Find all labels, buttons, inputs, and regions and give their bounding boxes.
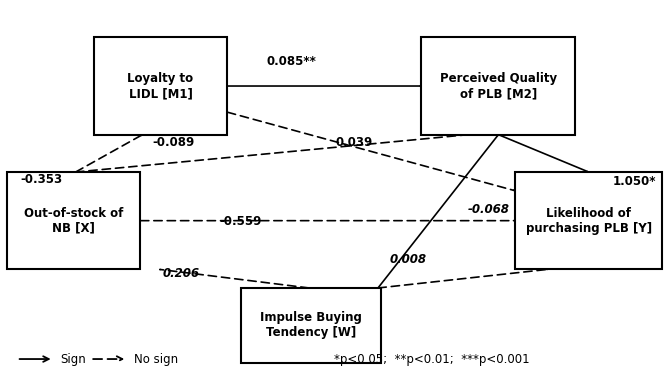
Text: 0.085**: 0.085** bbox=[266, 55, 316, 68]
FancyArrowPatch shape bbox=[76, 135, 141, 172]
Text: -0.559: -0.559 bbox=[219, 215, 262, 228]
Text: Sign: Sign bbox=[60, 353, 86, 365]
Text: -0.353: -0.353 bbox=[21, 173, 62, 186]
FancyArrowPatch shape bbox=[227, 112, 514, 190]
FancyBboxPatch shape bbox=[515, 172, 662, 269]
FancyBboxPatch shape bbox=[241, 288, 381, 363]
Text: -0.068: -0.068 bbox=[468, 203, 509, 216]
Text: No sign: No sign bbox=[134, 353, 178, 365]
Text: Out-of-stock of
NB [X]: Out-of-stock of NB [X] bbox=[24, 207, 123, 234]
FancyBboxPatch shape bbox=[421, 37, 575, 135]
Text: Likelihood of
purchasing PLB [Y]: Likelihood of purchasing PLB [Y] bbox=[526, 207, 652, 234]
Text: Loyalty to
LIDL [M1]: Loyalty to LIDL [M1] bbox=[128, 72, 193, 100]
Text: Impulse Buying
Tendency [W]: Impulse Buying Tendency [W] bbox=[260, 312, 362, 339]
FancyBboxPatch shape bbox=[7, 172, 140, 269]
FancyArrowPatch shape bbox=[378, 136, 498, 288]
Text: *p<0.05;  **p<0.01;  ***p<0.001: *p<0.05; **p<0.01; ***p<0.001 bbox=[334, 353, 530, 365]
Text: 0.039: 0.039 bbox=[336, 136, 373, 148]
FancyArrowPatch shape bbox=[378, 269, 547, 288]
Text: Perceived Quality
of PLB [M2]: Perceived Quality of PLB [M2] bbox=[440, 72, 557, 100]
Text: 0.206: 0.206 bbox=[162, 267, 199, 279]
FancyArrowPatch shape bbox=[160, 269, 309, 288]
Text: 0.008: 0.008 bbox=[389, 254, 427, 266]
Text: -0.089: -0.089 bbox=[153, 136, 195, 148]
FancyArrowPatch shape bbox=[76, 135, 467, 172]
FancyArrowPatch shape bbox=[498, 135, 587, 171]
FancyBboxPatch shape bbox=[94, 37, 227, 135]
Text: 1.050*: 1.050* bbox=[612, 175, 656, 188]
